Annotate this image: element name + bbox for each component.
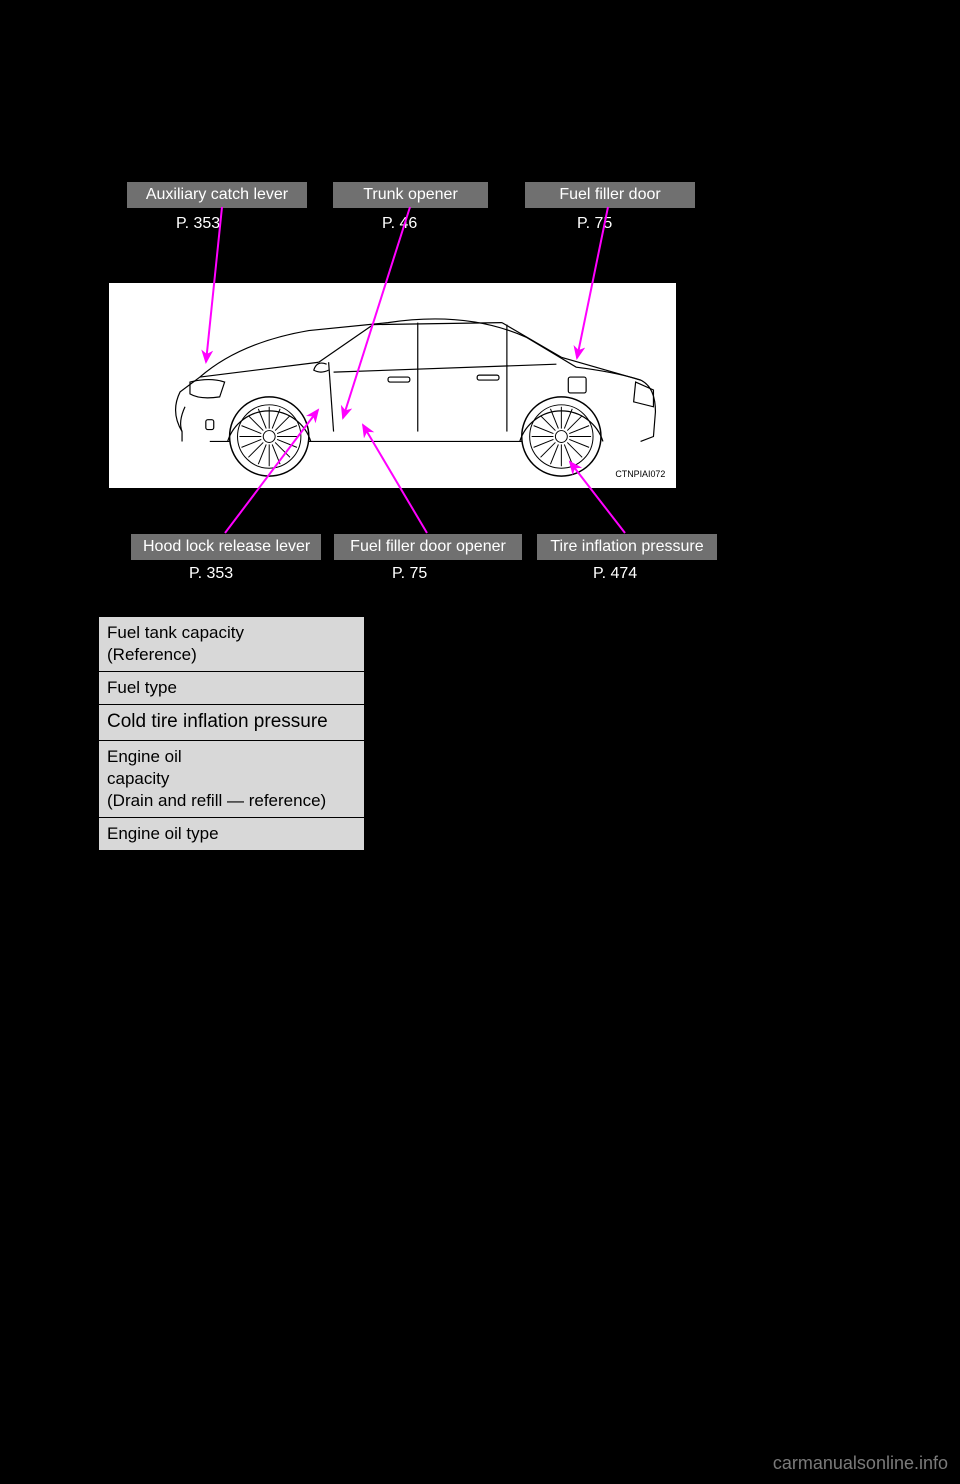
car-diagram: CTNPIAI072 (108, 282, 677, 489)
label-aux-catch: Auxiliary catch lever (127, 182, 307, 208)
spec-oil-type: Engine oil type (99, 818, 364, 852)
spec-table: Fuel tank capacity(Reference) Fuel type … (99, 615, 364, 852)
label-hood-release: Hood lock release lever (131, 534, 321, 560)
label-tire-pressure: Tire inflation pressure (537, 534, 717, 560)
spec-fuel-type: Fuel type (99, 672, 364, 705)
ref-trunk-opener: P. 46 (382, 215, 417, 233)
ref-fuel-door: P. 75 (577, 215, 612, 233)
spec-tire-pressure: Cold tire inflation pressure (99, 705, 364, 741)
watermark: carmanualsonline.info (773, 1453, 948, 1474)
ref-hood-release: P. 353 (189, 565, 233, 583)
label-trunk-opener: Trunk opener (333, 182, 488, 208)
ref-aux-catch: P. 353 (176, 215, 220, 233)
car-illustration: CTNPIAI072 (109, 283, 676, 488)
label-fuel-opener: Fuel filler door opener (334, 534, 522, 560)
ref-tire-pressure: P. 474 (593, 565, 637, 583)
image-code: CTNPIAI072 (615, 469, 665, 479)
ref-fuel-opener: P. 75 (392, 565, 427, 583)
label-fuel-door: Fuel filler door (525, 182, 695, 208)
spec-fuel-capacity: Fuel tank capacity(Reference) (99, 616, 364, 672)
spec-oil-capacity: Engine oilcapacity(Drain and refill — re… (99, 740, 364, 817)
